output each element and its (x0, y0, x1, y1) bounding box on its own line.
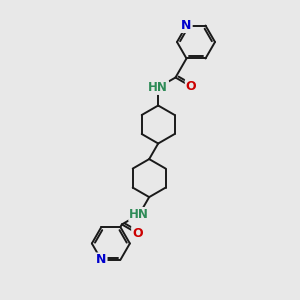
Text: HN: HN (148, 81, 168, 94)
Text: N: N (181, 19, 192, 32)
Text: N: N (96, 254, 106, 266)
Text: O: O (132, 227, 143, 240)
Text: O: O (186, 80, 196, 93)
Text: HN: HN (129, 208, 149, 221)
